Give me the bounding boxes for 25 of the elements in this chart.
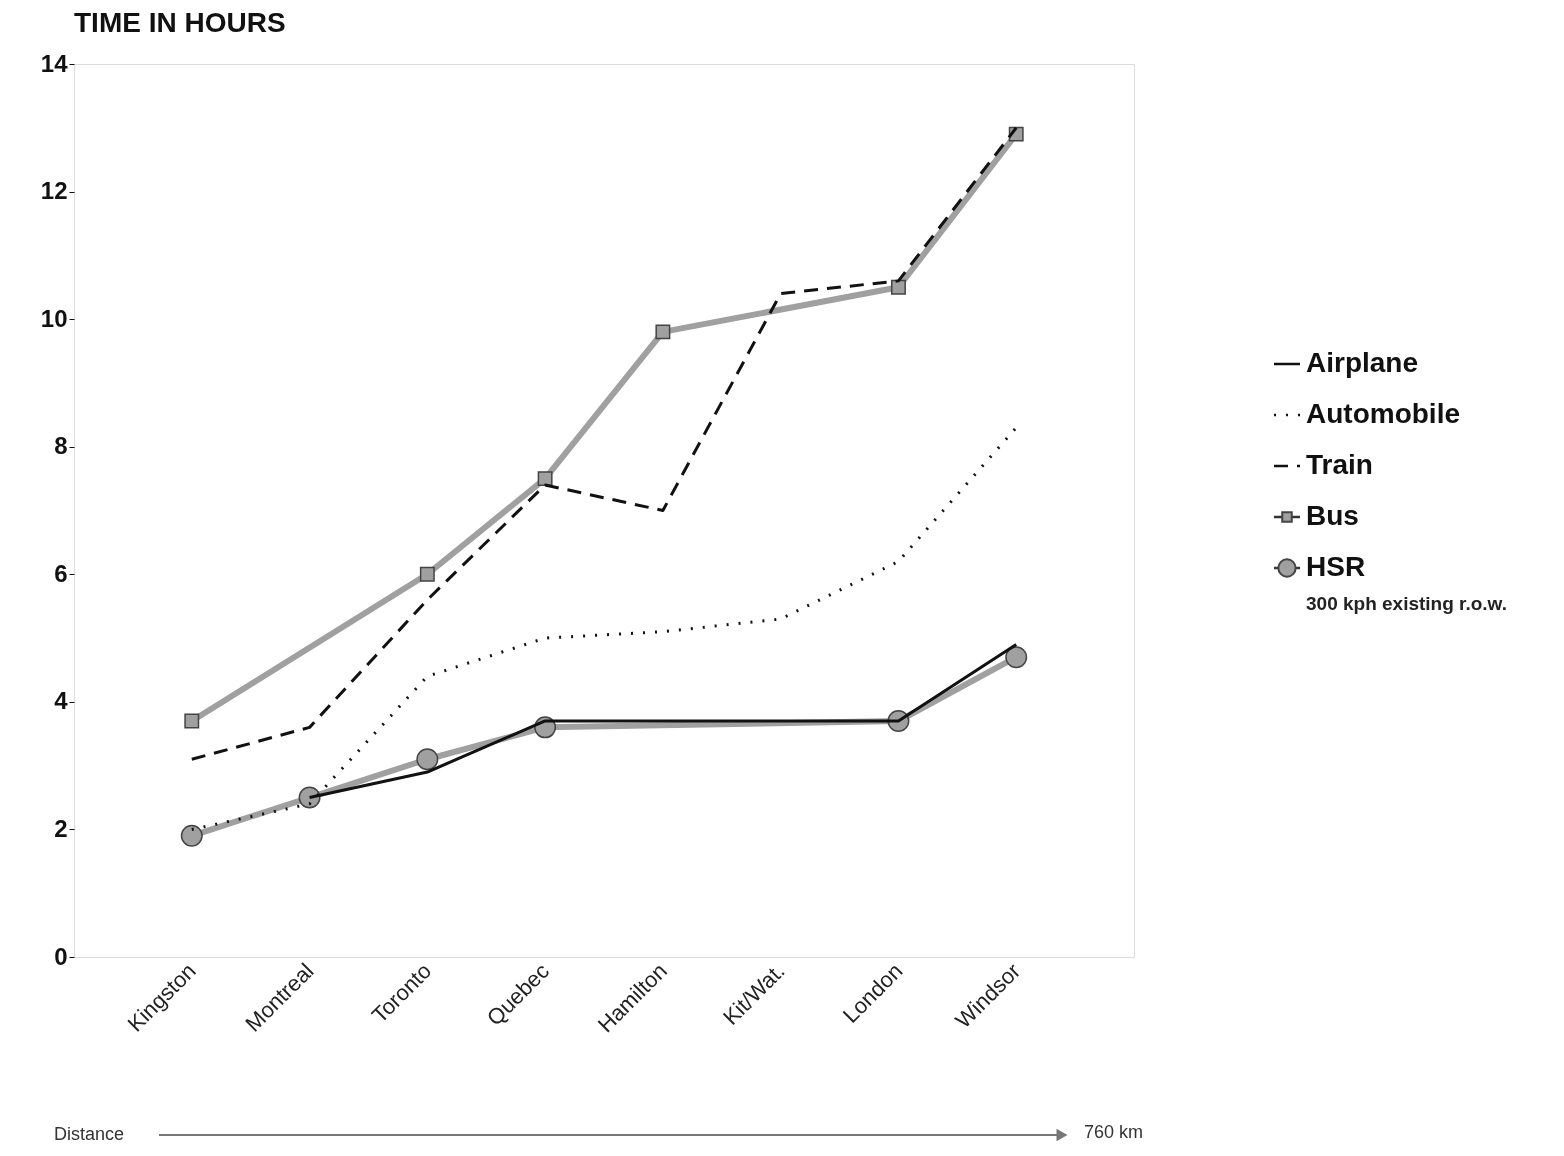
legend-label: Airplane	[1306, 347, 1419, 378]
point	[180, 824, 203, 847]
y-tick-label: 2	[54, 814, 68, 842]
y-tick-label: 14	[40, 49, 69, 77]
y-tick-label: 12	[40, 177, 68, 205]
y-tick-label: 8	[54, 432, 68, 460]
text: Distance	[54, 1124, 125, 1144]
point	[537, 471, 553, 487]
legend-label: HSR	[1306, 551, 1366, 582]
point	[1005, 646, 1028, 669]
y-tick-label: 10	[40, 304, 68, 332]
point	[890, 279, 906, 295]
y-tick-label: 0	[54, 942, 68, 970]
y-tick-label: 6	[54, 559, 68, 587]
y-axis-title: TIME IN HOURS	[74, 7, 286, 38]
text: 760 km	[1084, 1122, 1144, 1142]
point	[184, 713, 200, 729]
point	[419, 566, 435, 582]
y-tick-label: 4	[54, 687, 69, 715]
legend-label: Train	[1306, 449, 1373, 480]
text: 300 kph existing r.o.w.	[1306, 593, 1507, 614]
point	[416, 748, 439, 771]
legend-label: Automobile	[1306, 398, 1460, 429]
legend-label: Bus	[1306, 500, 1359, 531]
point	[655, 324, 671, 340]
